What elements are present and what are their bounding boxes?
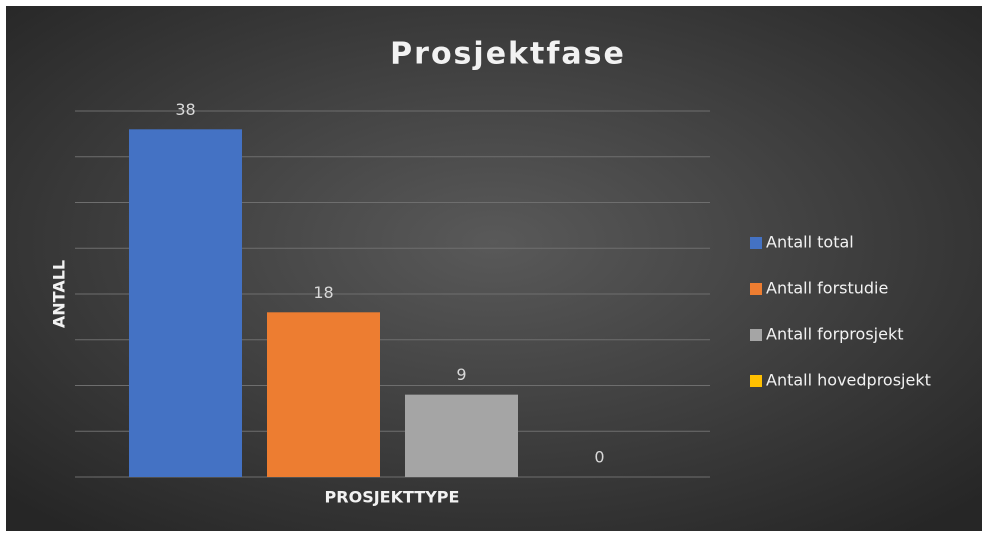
bar (129, 129, 242, 478)
bar (405, 394, 518, 477)
legend-label: Antall forstudie (766, 279, 888, 298)
x-axis-title: PROSJEKTTYPE (325, 488, 460, 507)
legend-swatch (750, 283, 762, 295)
data-label: 0 (594, 448, 604, 467)
data-label: 38 (175, 100, 195, 119)
legend-swatch (750, 375, 762, 387)
chart-title: Prosjektfase (390, 37, 626, 72)
legend-label: Antall total (766, 233, 854, 252)
legend-label: Antall hovedprosjekt (766, 371, 931, 390)
legend-swatch (750, 237, 762, 249)
data-label: 9 (456, 365, 466, 384)
legend-swatch (750, 329, 762, 341)
y-axis-title: ANTALL (50, 260, 69, 328)
legend-label: Antall forprosjekt (766, 325, 903, 344)
data-label: 18 (313, 283, 333, 302)
bar (267, 312, 380, 477)
